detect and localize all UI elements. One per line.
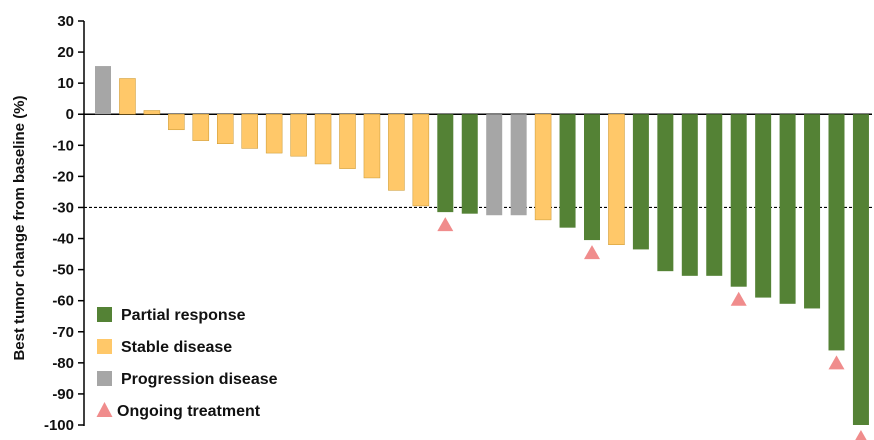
legend-swatch-ongoing [96, 402, 113, 417]
ongoing-treatment-marker [584, 245, 600, 260]
bar-partial [804, 114, 821, 309]
y-tick-label: 0 [66, 106, 74, 123]
legend: Partial response Stable disease Progressio… [96, 307, 278, 420]
y-tick-label: -100 [44, 417, 74, 434]
bar-partial [461, 114, 478, 214]
bar-partial [755, 114, 772, 298]
y-tick-label: -90 [52, 386, 74, 403]
legend-label-progression: Progression disease [121, 371, 278, 388]
y-tick-label: 10 [57, 75, 74, 92]
bar-partial [559, 114, 576, 228]
bar-stable [143, 110, 161, 115]
bar-partial [657, 114, 674, 272]
ongoing-treatment-marker [855, 430, 867, 440]
legend-label-ongoing: Ongoing treatment [117, 403, 261, 420]
y-tick-label: -30 [52, 199, 74, 216]
bar-stable [265, 113, 283, 154]
y-axis-label: Best tumor change from baseline (%) [11, 95, 28, 360]
bar-stable [363, 113, 381, 179]
ongoing-treatment-marker [828, 355, 845, 370]
bar-stable [192, 113, 210, 141]
legend-swatch-stable [97, 339, 112, 354]
y-tick-label: -20 [52, 168, 74, 185]
bar-partial [437, 114, 454, 213]
bar-stable [388, 113, 405, 191]
legend-label-partial: Partial response [121, 307, 246, 324]
y-tick-label: -40 [52, 231, 74, 248]
bar-stable [119, 78, 136, 115]
y-tick-label: -70 [52, 324, 74, 341]
bar-progression [510, 114, 527, 216]
y-tick-label: 30 [57, 13, 74, 30]
bar-partial [584, 114, 600, 241]
ongoing-markers [437, 217, 867, 440]
bar-partial [681, 114, 698, 276]
ongoing-treatment-marker [437, 217, 454, 232]
bar-progression [95, 66, 111, 115]
bar-stable [217, 113, 234, 145]
bar-stable [314, 113, 332, 165]
bar-partial [706, 114, 723, 276]
y-tick-label: -50 [52, 262, 74, 279]
bar-stable [290, 113, 307, 157]
y-tick-label: 20 [57, 44, 74, 61]
legend-swatch-progression [97, 371, 112, 386]
ongoing-treatment-marker [730, 291, 747, 306]
y-tick-label: -80 [52, 355, 74, 372]
bars [95, 66, 869, 425]
y-tick-label: -60 [52, 293, 74, 310]
bar-stable [534, 113, 552, 221]
bar-stable [241, 113, 258, 149]
bar-partial [828, 114, 845, 351]
bar-partial [632, 114, 649, 250]
bar-partial [852, 114, 869, 425]
bar-stable [412, 113, 430, 207]
bar-stable [339, 113, 356, 169]
bar-partial [779, 114, 796, 304]
bar-progression [486, 114, 503, 216]
bar-partial [730, 114, 747, 287]
bar-stable [608, 113, 625, 246]
legend-label-stable: Stable disease [121, 339, 232, 356]
legend-swatch-partial [97, 307, 112, 322]
y-tick-label: -10 [52, 137, 74, 154]
bar-stable [168, 113, 185, 131]
